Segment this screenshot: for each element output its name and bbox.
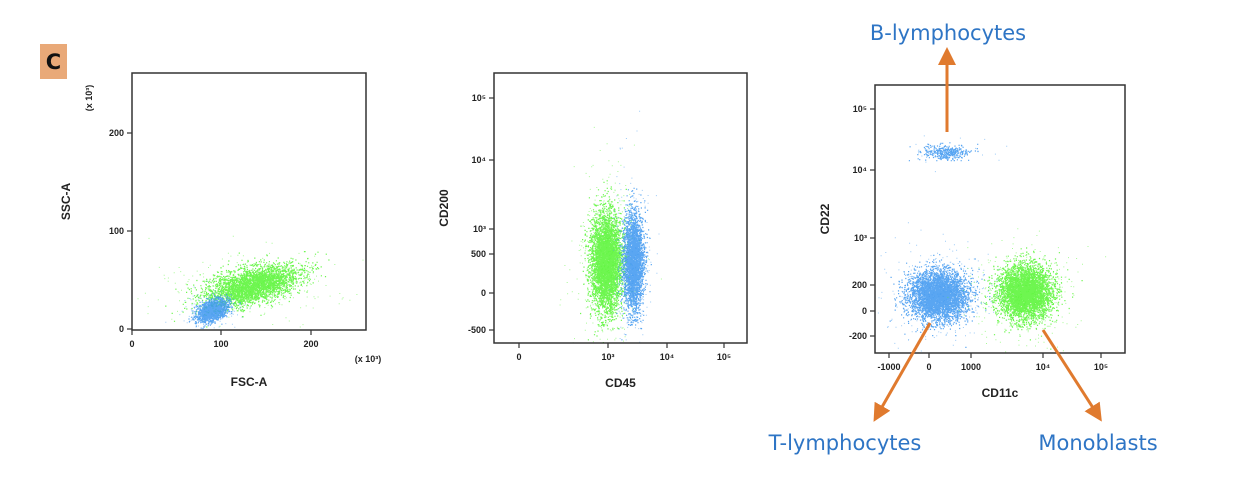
- data-points: [559, 110, 662, 343]
- x-tick-label: 100: [213, 339, 228, 349]
- population-label: T-lymphocytes: [768, 431, 922, 455]
- scatter-plot-3: -1000 0 1000 10⁴ 10⁵ 10⁵ 10⁴ 10³ 200 0 -200 CD11c CD…: [768, 21, 1158, 455]
- x-tick-label: 200: [303, 339, 318, 349]
- cluster-blue: [188, 293, 241, 330]
- population-label: Monoblasts: [1038, 431, 1157, 455]
- y-tick-label: 10⁵: [853, 104, 867, 114]
- x-tick-label: 10³: [601, 352, 614, 362]
- x-axis-label: FSC-A: [231, 375, 268, 389]
- y-axis-label: CD22: [818, 203, 832, 234]
- y-tick-label: 10⁵: [472, 93, 486, 103]
- y-tick-label: 200: [109, 128, 124, 138]
- y-tick-label: 0: [119, 324, 124, 334]
- y-tick-label: -200: [849, 331, 867, 341]
- x-tick-label: 0: [516, 352, 521, 362]
- scatter-plot-2: 0 10³ 10⁴ 10⁵ 10⁵ 10⁴ 10³ 500 0 -500 CD45 CD200: [437, 72, 748, 390]
- cluster-blue: [616, 187, 652, 341]
- y-axis-label: SSC-A: [59, 183, 73, 221]
- y-tick-label: 10³: [854, 233, 867, 243]
- plot-frame: [493, 72, 748, 344]
- x-tick-label: 10⁴: [660, 352, 674, 362]
- x-scale-note: (x 10³): [355, 354, 382, 364]
- y-tick-label: 100: [109, 226, 124, 236]
- x-tick-label: 10⁵: [717, 352, 731, 362]
- y-tick-label: 0: [862, 306, 867, 316]
- x-tick-label: -1000: [877, 362, 900, 372]
- y-axis-label: CD200: [437, 189, 451, 227]
- x-tick-label: 0: [129, 339, 134, 349]
- y-tick-label: 10³: [473, 224, 486, 234]
- y-tick-label: 200: [852, 280, 867, 290]
- y-tick-label: 10⁴: [472, 155, 486, 165]
- arrow-icon: [1041, 329, 1102, 422]
- y-tick-label: 500: [471, 249, 486, 259]
- x-tick-label: 10⁴: [1036, 362, 1050, 372]
- x-tick-label: 0: [926, 362, 931, 372]
- x-axis-label: CD11c: [982, 386, 1019, 400]
- plot-frame: [874, 84, 1126, 354]
- data-points: [877, 135, 1107, 353]
- x-axis-label: CD45: [605, 376, 636, 390]
- arrow-icon: [873, 322, 932, 422]
- cluster-blue: [889, 254, 1001, 348]
- y-tick-label: 0: [481, 288, 486, 298]
- cluster-blue: [908, 142, 979, 162]
- population-label: B-lymphocytes: [870, 21, 1026, 45]
- data-points: [137, 235, 364, 330]
- x-tick-label: 1000: [961, 362, 981, 372]
- scatter-plot-1: 0 100 200 0 100 200 FSC-A SSC-A (x 10³) (x 10³): [59, 72, 382, 389]
- x-tick-label: 10⁵: [1094, 362, 1108, 372]
- y-tick-label: 10⁴: [853, 165, 867, 175]
- y-scale-note: (x 10³): [84, 85, 94, 112]
- y-tick-label: -500: [468, 325, 486, 335]
- panel-label: C: [40, 44, 67, 79]
- plot-frame: [131, 72, 367, 331]
